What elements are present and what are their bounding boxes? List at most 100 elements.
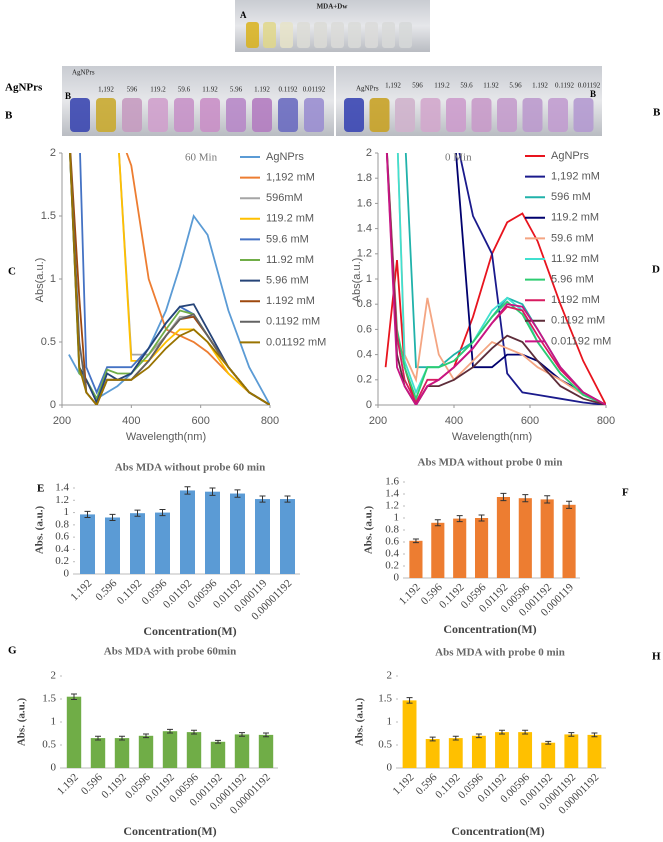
chart-title: Abs MDA with probe 0 min [435, 647, 565, 659]
series-line [68, 213, 270, 405]
series-line [69, 153, 270, 405]
series-line [69, 153, 270, 405]
y-tick-label: 1.4 [357, 223, 372, 235]
vial [548, 98, 568, 132]
bar [186, 732, 202, 768]
error-bar [95, 735, 101, 741]
bar [518, 498, 532, 578]
x-tick-label: 0.1192 [99, 771, 129, 801]
y-tick-label: 2 [50, 147, 56, 159]
vial [304, 98, 324, 132]
chart-title: Abs MDA without probe 0 min [418, 457, 563, 469]
y-tick-label: 2 [51, 670, 57, 682]
x-tick-label: 0.1192 [433, 771, 463, 801]
photo-concentration: 0.1192 [555, 82, 574, 90]
photo-concentration: 59.6 [460, 82, 473, 90]
vial [263, 22, 276, 48]
x-tick-label: 1.192 [390, 771, 416, 797]
y-tick-label: 1.6 [357, 197, 372, 209]
x-axis-label: Concentration(M) [123, 824, 216, 838]
photo-concentration: 1.192 [532, 82, 548, 90]
panel-label: H [652, 651, 661, 663]
bar [425, 739, 440, 768]
legend-label: 11.92 mM [551, 253, 599, 265]
y-tick-label: 0.6 [385, 536, 399, 548]
series-line [458, 153, 606, 405]
y-tick-label: 1 [51, 716, 57, 728]
bar [495, 732, 509, 768]
y-tick-label: 2 [387, 670, 393, 682]
legend-label: 1,192 mM [551, 171, 600, 183]
vial [314, 22, 327, 48]
error-bar [184, 486, 191, 495]
bar [180, 490, 195, 574]
vial [200, 98, 220, 132]
x-axis-label: Wavelength(nm) [126, 431, 206, 443]
y-tick-label: 1.5 [41, 210, 56, 222]
vial [278, 98, 298, 132]
chart-title: Abs MDA with probe 60min [104, 646, 236, 658]
error-bar [159, 509, 166, 517]
series-line [386, 153, 606, 405]
error-bar [119, 735, 125, 741]
legend-label: 119.2 mM [551, 212, 599, 224]
vial [226, 98, 246, 132]
bar [205, 491, 220, 574]
series-line [69, 153, 270, 405]
legend-label: 0.1192 mM [266, 316, 320, 328]
vial [280, 22, 293, 48]
vial [122, 98, 142, 132]
y-tick-label: 0.6 [357, 323, 372, 335]
bar [66, 696, 82, 768]
legend-label: 119.2 mM [266, 213, 314, 225]
panel-label: F [622, 487, 629, 499]
bar [234, 734, 250, 768]
y-tick-label: 0.6 [55, 531, 69, 543]
vial [344, 98, 364, 132]
y-tick-label: 1.5 [378, 693, 392, 705]
y-tick-label: 1.5 [42, 693, 56, 705]
error-bar [545, 740, 552, 745]
photo-concentration: 1,192 [385, 82, 401, 90]
vial [297, 22, 310, 48]
y-tick-label: 0.8 [357, 298, 372, 310]
y-tick-label: 1.2 [385, 500, 399, 512]
vial [420, 98, 441, 132]
y-tick-label: 0 [394, 572, 400, 584]
legend-label: 0.1192 mM [551, 315, 605, 327]
error-bar [522, 729, 529, 735]
y-tick-label: 0.4 [357, 349, 372, 361]
panel-label: B [653, 107, 661, 119]
photo-concentration: 0.1192 [279, 86, 298, 94]
vial [471, 98, 492, 132]
error-bar [406, 697, 413, 704]
y-tick-label: 0.8 [55, 518, 69, 530]
photo-concentration: 5.96 [230, 86, 243, 94]
bar [496, 497, 510, 578]
bar [540, 499, 554, 578]
panel-label: G [8, 645, 17, 657]
y-axis-label: Abs. (a.u.) [363, 506, 375, 555]
y-tick-label: 0.4 [385, 548, 399, 560]
legend-label: 11.92 mM [266, 254, 314, 266]
vial [395, 98, 415, 132]
photo-concentration: 59.6 [178, 86, 191, 94]
bar [409, 540, 423, 578]
photo-concentration: 119.2 [434, 82, 450, 90]
series-line [79, 153, 270, 405]
y-tick-label: 0 [387, 762, 393, 774]
vial [246, 22, 259, 48]
photo-concentration: 1.192 [254, 86, 270, 94]
bar [280, 499, 295, 574]
x-tick-label: 400 [445, 415, 463, 427]
y-tick-label: 1.4 [385, 488, 399, 500]
bar [255, 499, 270, 574]
legend-label: 1,192 mM [266, 172, 315, 184]
x-tick-label: 1.192 [55, 771, 81, 797]
legend-label: 59.6 mM [266, 233, 309, 245]
error-bar [478, 514, 485, 522]
error-bar [167, 728, 173, 734]
y-tick-label: 1 [50, 273, 56, 285]
vial [70, 98, 90, 132]
